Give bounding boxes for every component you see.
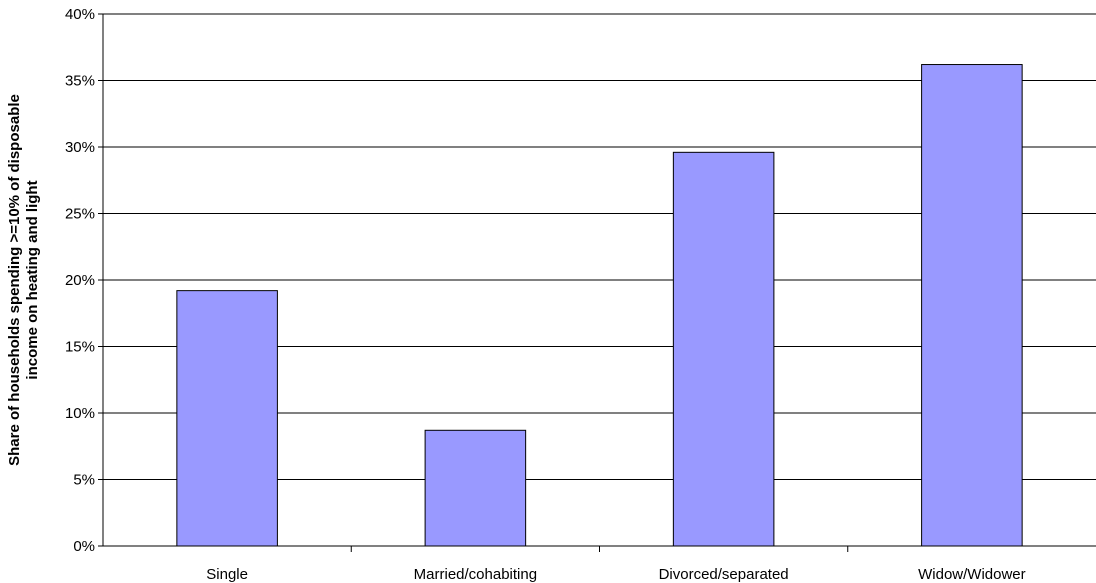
bar-married-cohabiting xyxy=(424,429,527,547)
y-tick-label: 20% xyxy=(65,272,95,289)
y-tick-label: 25% xyxy=(65,206,95,223)
y-tick-label: 15% xyxy=(65,339,95,356)
category-label: Divorced/separated xyxy=(659,566,789,583)
y-tick-labels: 0% 5% 10% 15% 20% 25% 30% 35% 40% xyxy=(65,6,103,555)
category-label: Widow/Widower xyxy=(918,566,1026,583)
bar-divorced-separated xyxy=(672,151,775,547)
y-axis-title-line: Share of households spending >=10% of di… xyxy=(6,94,23,466)
y-tick-label: 30% xyxy=(65,139,95,156)
y-tick-label: 35% xyxy=(65,73,95,90)
y-axis-title: Share of households spending >=10% of di… xyxy=(6,94,41,466)
y-tick-label: 0% xyxy=(73,538,95,555)
category-label: Single xyxy=(206,566,248,583)
bars xyxy=(176,64,1023,547)
y-tick-label: 10% xyxy=(65,405,95,422)
y-tick-label: 5% xyxy=(73,472,95,489)
bar-single xyxy=(176,290,278,547)
bar-widow-widower xyxy=(921,64,1023,547)
category-label: Married/cohabiting xyxy=(414,566,537,583)
category-labels: Single Married/cohabiting Divorced/separat… xyxy=(206,566,1025,583)
y-axis-title-line: income on heating and light xyxy=(24,180,41,379)
y-tick-label: 40% xyxy=(65,6,95,23)
